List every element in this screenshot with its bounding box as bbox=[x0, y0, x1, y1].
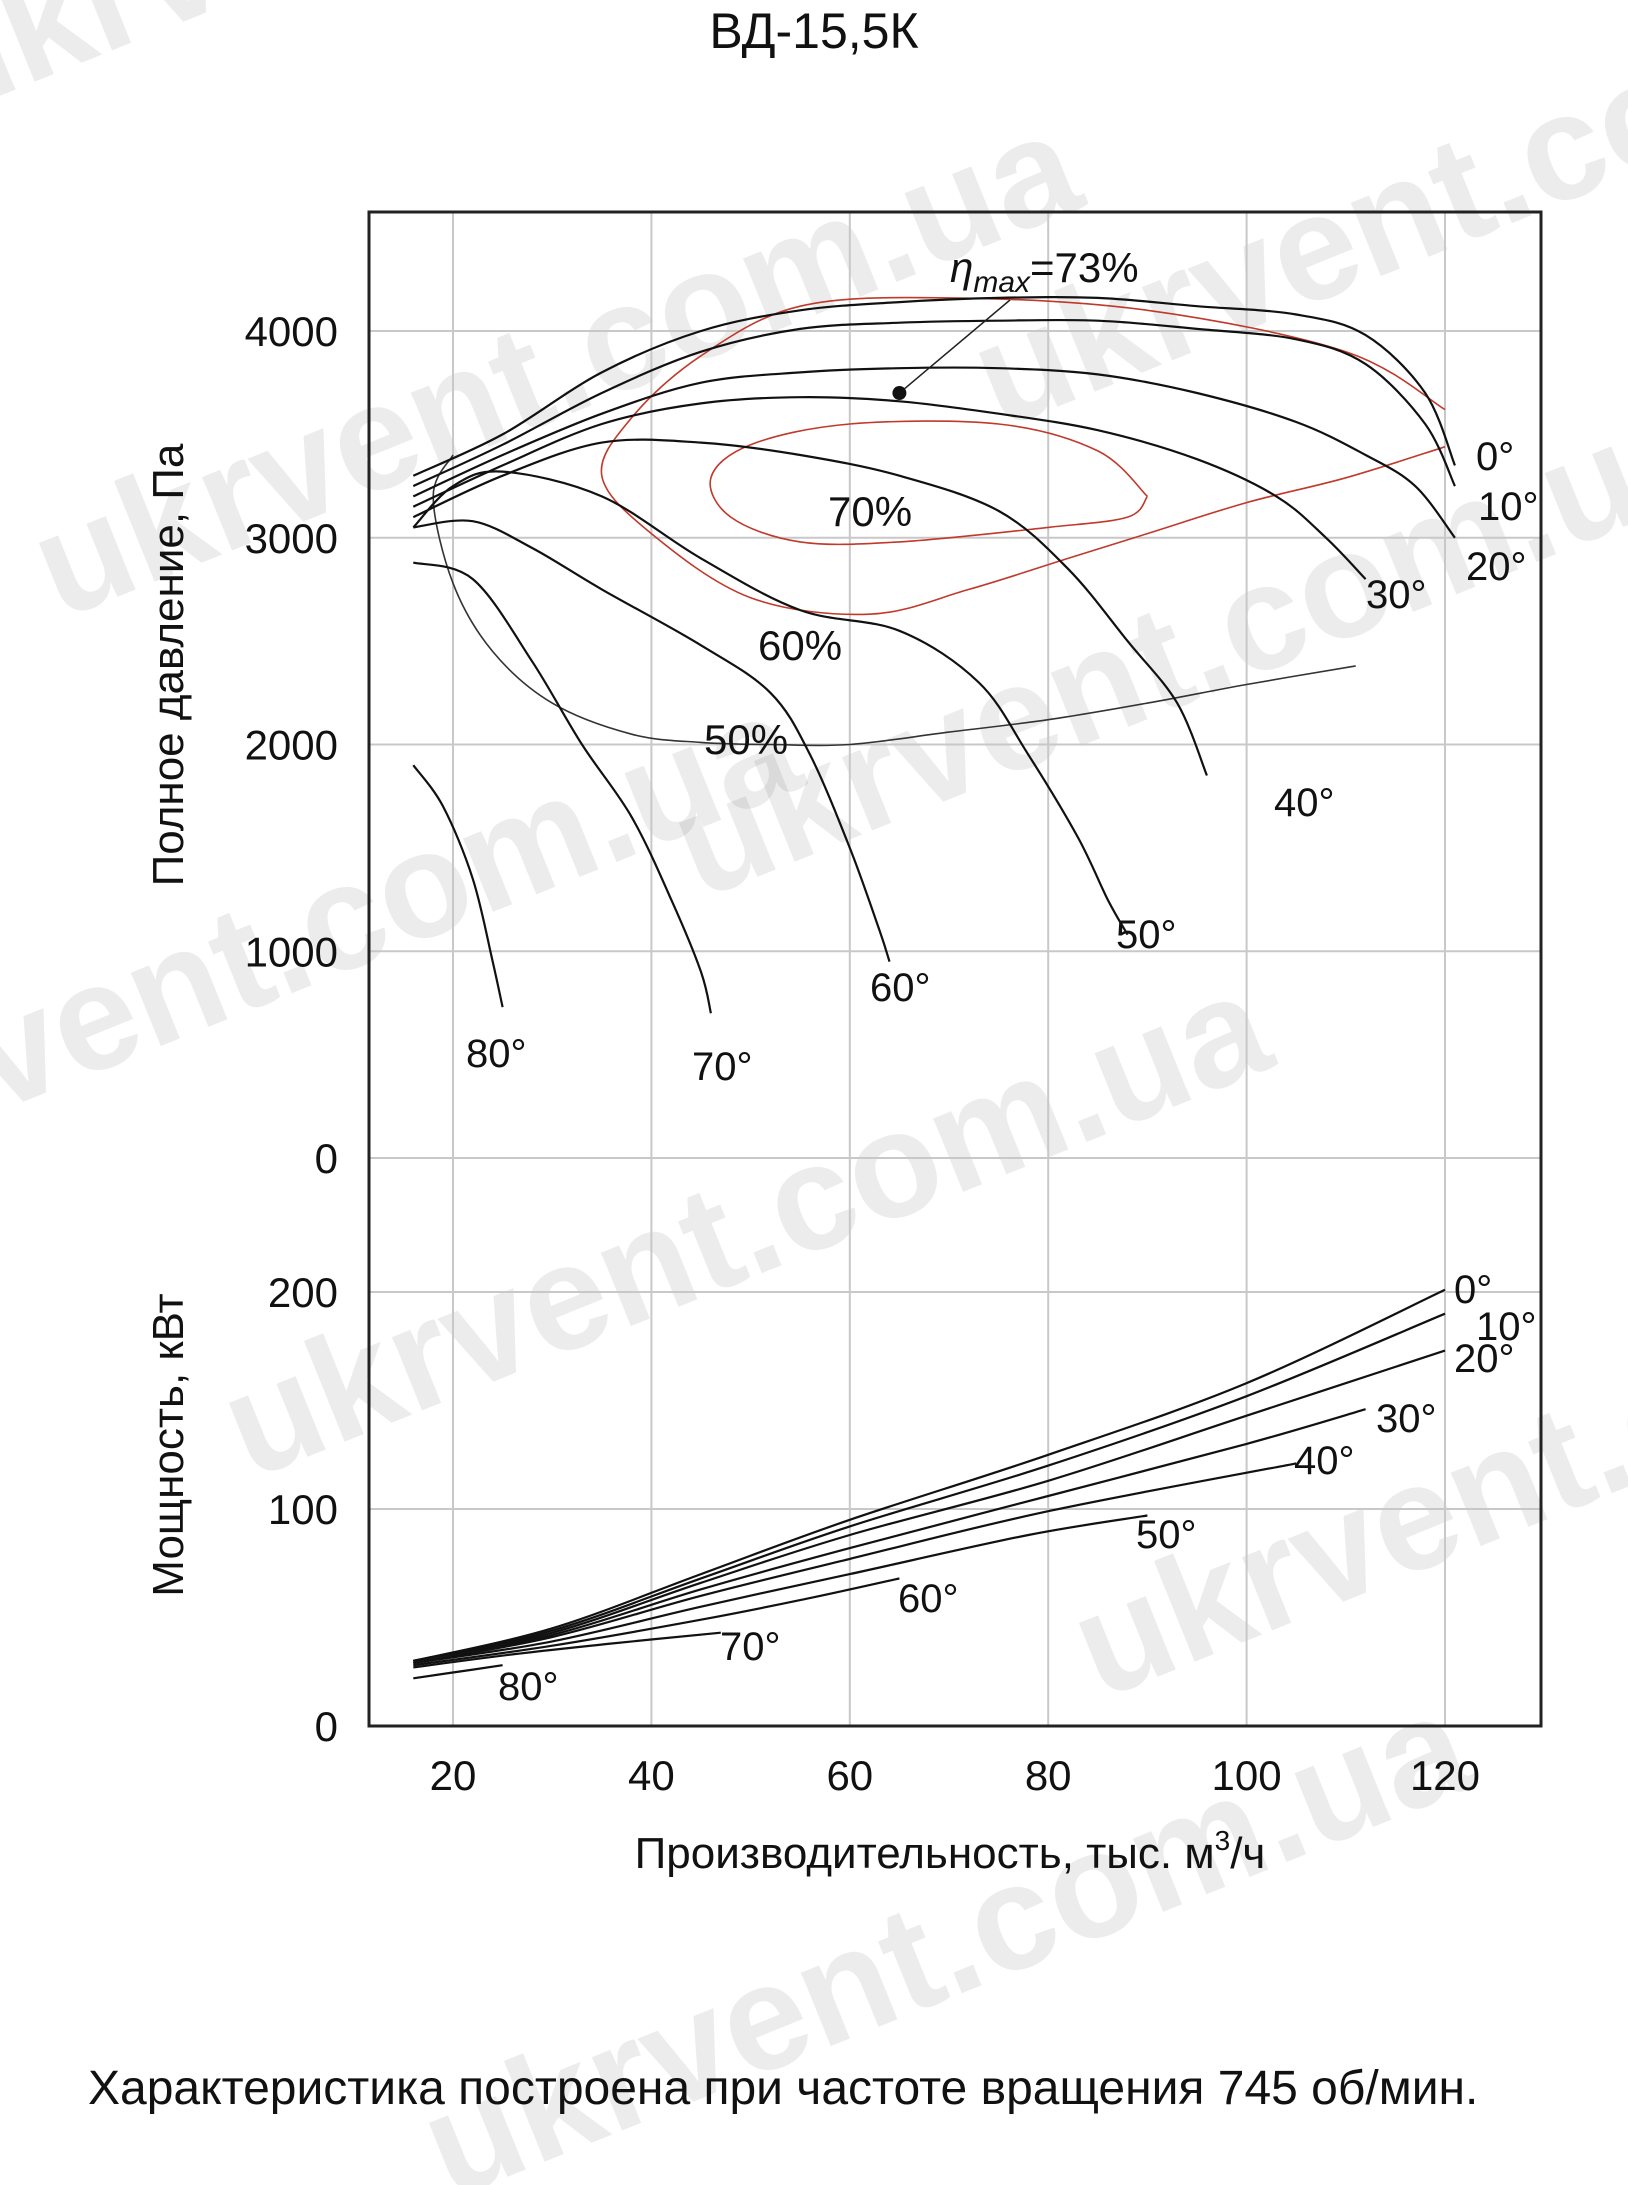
pressure-curve-label: 50° bbox=[1116, 913, 1177, 957]
x-tick-label: 100 bbox=[1212, 1752, 1282, 1799]
efficiency-contour-60pct bbox=[709, 420, 1149, 546]
power-tick-label: 200 bbox=[268, 1269, 338, 1316]
power-curve-label: 60° bbox=[898, 1577, 959, 1621]
power-curve-30deg bbox=[413, 1408, 1366, 1662]
power-curve-50deg bbox=[413, 1514, 1148, 1665]
power-tick-label: 0 bbox=[315, 1703, 338, 1750]
efficiency-label: 70% bbox=[828, 488, 912, 535]
pressure-curve-40deg bbox=[412, 438, 1208, 776]
x-axis-label-superscript: 3 bbox=[1215, 1825, 1231, 1856]
power-curve-label: 30° bbox=[1376, 1397, 1437, 1441]
pressure-curves bbox=[412, 295, 1456, 1014]
tick-labels: 20 40 60 80 100 120 0 1000 2000 3000 4000 0 100 200 bbox=[245, 308, 1480, 1799]
pressure-curve-label: 0° bbox=[1476, 435, 1514, 479]
pressure-curve-0deg bbox=[412, 295, 1456, 477]
pressure-curve-30deg bbox=[412, 396, 1367, 580]
pressure-tick-label: 0 bbox=[315, 1135, 338, 1182]
pressure-tick-label: 3000 bbox=[245, 515, 338, 562]
power-curve-label: 50° bbox=[1136, 1513, 1197, 1557]
power-curve-40deg bbox=[413, 1462, 1297, 1665]
eta-max-label: ηmax=73% bbox=[950, 244, 1139, 299]
axis-labels: Полное давление, Па Мощность, кВт Произв… bbox=[144, 443, 1265, 1878]
power-curve-label: 10° bbox=[1476, 1305, 1537, 1349]
power-curve-0deg bbox=[413, 1288, 1446, 1662]
pressure-axis-label: Полное давление, Па bbox=[144, 443, 193, 886]
pressure-curve-50deg bbox=[412, 470, 1129, 936]
power-curve-60deg bbox=[413, 1577, 900, 1667]
x-axis-label: Производительность, тыс. м3/ч bbox=[635, 1825, 1266, 1878]
x-tick-label: 60 bbox=[826, 1752, 873, 1799]
efficiency-contour-50pct bbox=[432, 454, 1356, 747]
power-tick-label: 100 bbox=[268, 1486, 338, 1533]
power-curve-80deg bbox=[413, 1664, 503, 1680]
power-curve-label: 20° bbox=[1454, 1337, 1515, 1381]
eta-subscript: max bbox=[973, 266, 1031, 299]
plot-frame bbox=[367, 210, 1543, 1728]
power-curve-10deg bbox=[413, 1312, 1446, 1662]
pressure-tick-label: 4000 bbox=[245, 308, 338, 355]
power-curve-label: 0° bbox=[1454, 1268, 1492, 1312]
pressure-curve-80deg bbox=[412, 764, 504, 1008]
x-tick-label: 20 bbox=[430, 1752, 477, 1799]
pressure-curve-10deg bbox=[412, 318, 1456, 488]
pressure-curve-label: 30° bbox=[1366, 573, 1427, 617]
watermark-text: ukrvent.com.ua bbox=[0, 0, 981, 150]
pressure-tick-label: 2000 bbox=[245, 722, 338, 769]
power-curves bbox=[413, 1288, 1446, 1680]
pressure-curve-label: 20° bbox=[1466, 545, 1527, 589]
watermark-text: ukrvent.com.ua bbox=[199, 938, 1291, 1510]
pressure-curve-label: 40° bbox=[1274, 781, 1335, 825]
pressure-curve-label: 70° bbox=[692, 1045, 753, 1089]
eta-max-point bbox=[892, 386, 907, 401]
pressure-curve-label: 60° bbox=[870, 966, 931, 1010]
pressure-curve-70deg bbox=[413, 561, 712, 1014]
power-curve-label: 40° bbox=[1294, 1439, 1355, 1483]
efficiency-label: 50% bbox=[704, 716, 788, 763]
efficiency-contours bbox=[432, 296, 1446, 747]
power-curve-label: 70° bbox=[720, 1625, 781, 1669]
efficiency-contour-70pct bbox=[600, 296, 1446, 616]
pressure-curve-label: 80° bbox=[466, 1032, 527, 1076]
pressure-curve-20deg bbox=[412, 366, 1456, 539]
eta-max-leader-line bbox=[898, 299, 1011, 394]
caption-text: Характеристика построена при частоте вра… bbox=[88, 2062, 1479, 2115]
power-curve-20deg bbox=[413, 1349, 1446, 1662]
x-tick-label: 120 bbox=[1410, 1752, 1480, 1799]
eta-symbol: η bbox=[950, 244, 973, 291]
eta-max-annotation: ηmax=73% bbox=[892, 244, 1139, 401]
x-axis-label-main: Производительность, тыс. м bbox=[635, 1829, 1215, 1878]
curve-labels: 0°10°20°30°40°50°60°70°80°0°10°20°30°40°… bbox=[466, 435, 1539, 1709]
power-curve-70deg bbox=[413, 1631, 721, 1669]
power-curve-label: 80° bbox=[498, 1665, 559, 1709]
chart-title: ВД-15,5К bbox=[709, 3, 919, 59]
x-tick-label: 80 bbox=[1025, 1752, 1072, 1799]
power-axis-label: Мощность, кВт bbox=[144, 1293, 193, 1596]
pressure-curve-label: 10° bbox=[1478, 485, 1539, 529]
plot-border bbox=[367, 210, 1543, 1728]
x-tick-label: 40 bbox=[628, 1752, 675, 1799]
pressure-tick-label: 1000 bbox=[245, 928, 338, 975]
efficiency-label: 60% bbox=[758, 622, 842, 669]
x-axis-label-unit: /ч bbox=[1230, 1829, 1265, 1878]
pressure-curve-60deg bbox=[413, 519, 891, 962]
eta-value: =73% bbox=[1030, 244, 1139, 291]
